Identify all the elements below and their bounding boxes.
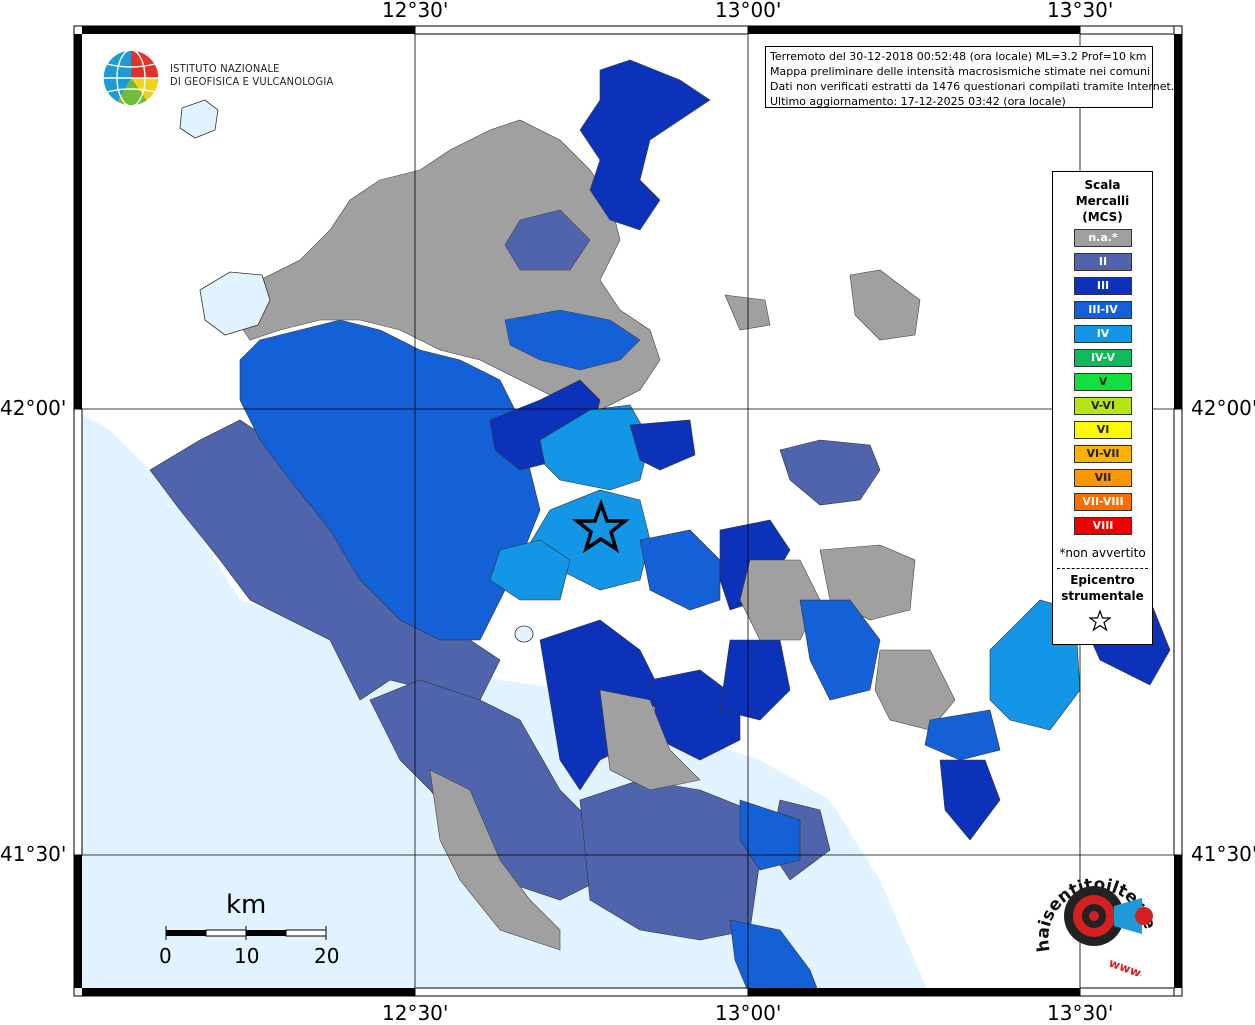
legend-separator [1057, 568, 1148, 569]
region-iii-iv-e [639, 529, 721, 611]
legend-level-viii: VIII [1074, 517, 1132, 535]
legend-level-vi: VI [1074, 421, 1132, 439]
lat-label-left-4130: 41°30' [0, 842, 67, 866]
lat-label-left-4200: 42°00' [0, 396, 67, 420]
ingv-globe-logo [102, 49, 160, 107]
legend-level-n-a: n.a.* [1074, 229, 1132, 247]
ingv-name: ISTITUTO NAZIONALE DI GEOFISICA E VULCAN… [170, 62, 333, 88]
region-iii-iv-se2 [739, 799, 801, 871]
legend-level-iii-iv: III-IV [1074, 301, 1132, 319]
region-ii-north [504, 209, 591, 271]
region-na-coast [429, 769, 561, 951]
legend-level-iv: IV [1074, 325, 1132, 343]
legend-epi-line1: Epicentro [1070, 573, 1135, 587]
lake-bracciano [199, 271, 271, 336]
lon-label-bottom-1300: 13°00' [715, 1001, 782, 1025]
lon-label-top-1230: 12°30' [382, 0, 449, 22]
lon-label-bottom-1230: 12°30' [382, 1001, 449, 1025]
region-iv-ne [539, 404, 651, 491]
region-ii-east [779, 439, 881, 506]
legend-epi-line2: strumentale [1061, 589, 1144, 603]
epicentre-star[interactable] [571, 498, 631, 554]
event-info-line3: Dati non verificati estratti da 1476 que… [770, 80, 1175, 93]
lon-label-top-1330: 13°30' [1047, 0, 1114, 22]
region-na-s1 [599, 689, 701, 791]
region-iii-east [629, 419, 696, 471]
legend-level-ii: II [1074, 253, 1132, 271]
lon-label-bottom-1330: 13°30' [1047, 1001, 1114, 1025]
ingv-name-line1: ISTITUTO NAZIONALE [170, 62, 280, 75]
legend-level-iii: III [1074, 277, 1132, 295]
region-iii-iv-rome [239, 319, 541, 641]
region-na-e1 [739, 559, 821, 641]
event-info-box: Terremoto del 30-12-2018 00:52:48 (ora l… [765, 46, 1175, 108]
legend-title-line1: Scala [1084, 178, 1121, 192]
legend-level-v-vi: V-VI [1074, 397, 1132, 415]
mcs-legend: Scala Mercalli (MCS) n.a.* II III III-IV IV I… [1052, 171, 1153, 645]
legend-level-vi-vii: VI-VII [1074, 445, 1132, 463]
badge-www-text: www. [1107, 956, 1147, 976]
ingv-name-line2: DI GEOFISICA E VULCANOLOGIA [170, 75, 334, 88]
scale-unit: km [226, 890, 267, 920]
region-na-ne2 [724, 294, 771, 331]
legend-level-v: V [1074, 373, 1132, 391]
scale-bar [165, 926, 327, 940]
legend-note: *non avvertito [1059, 546, 1146, 560]
event-info-line4: Ultimo aggiornamento: 17-12-2025 03:42 (… [770, 95, 1066, 108]
legend-level-iv-v: IV-V [1074, 349, 1132, 367]
lat-label-right-4130: 41°30' [1191, 842, 1255, 866]
region-na-ne [849, 269, 921, 341]
scale-tick-0: 0 [159, 944, 172, 968]
legend-title-line2: Mercalli [1075, 194, 1130, 208]
lon-label-top-1300: 13°00' [715, 0, 782, 22]
lat-label-right-4200: 42°00' [1191, 396, 1255, 420]
legend-title: Scala Mercalli (MCS) [1053, 177, 1152, 225]
event-info-line2: Mappa preliminare delle intensità macros… [770, 65, 1151, 78]
region-iii-iv-far-e [924, 709, 1001, 761]
legend-star-icon [1089, 610, 1111, 632]
region-iii-far-se [939, 759, 1001, 841]
legend-epicentre-label: Epicentro strumentale [1053, 572, 1152, 604]
scale-tick-20: 20 [314, 944, 340, 968]
legend-title-line3: (MCS) [1082, 210, 1123, 224]
map-frame [73, 25, 1183, 997]
region-iv-sw [489, 539, 571, 601]
region-iii-iv-north [504, 309, 641, 371]
legend-level-vii-viii: VII-VIII [1074, 493, 1132, 511]
region-iii-iv-e2 [799, 599, 881, 701]
haisentito-badge[interactable]: haisentitoilterremoto.it www. [1032, 856, 1162, 976]
lake-north [179, 99, 219, 139]
event-info-line1: Terremoto del 30-12-2018 00:52:48 (ora l… [770, 50, 1147, 63]
scale-tick-10: 10 [234, 944, 260, 968]
legend-level-vii: VII [1074, 469, 1132, 487]
lake-albano [514, 625, 534, 643]
region-iii-north [579, 59, 711, 231]
